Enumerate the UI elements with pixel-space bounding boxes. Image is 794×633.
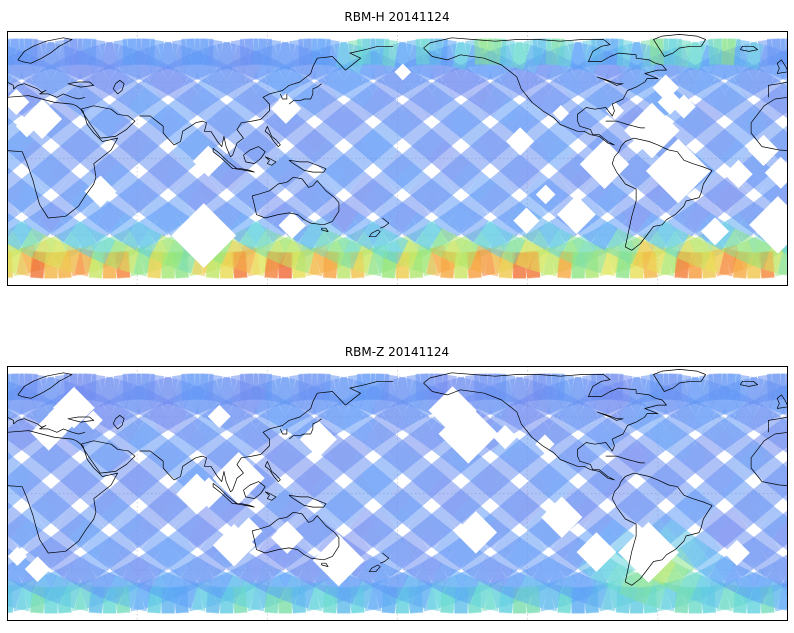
world-map-plot-rbm-h	[7, 31, 788, 286]
panel-title-rbm-h: RBM-H 20141124	[344, 10, 450, 24]
panel-rbm-h: RBM-H 20141124	[0, 0, 794, 286]
panel-title-rbm-z: RBM-Z 20141124	[344, 345, 450, 359]
plot-area-rbm-z	[7, 366, 788, 621]
panel-rbm-z: RBM-Z 20141124	[0, 286, 794, 621]
plot-area-rbm-h	[7, 31, 788, 286]
world-map-plot-rbm-z	[7, 366, 788, 621]
